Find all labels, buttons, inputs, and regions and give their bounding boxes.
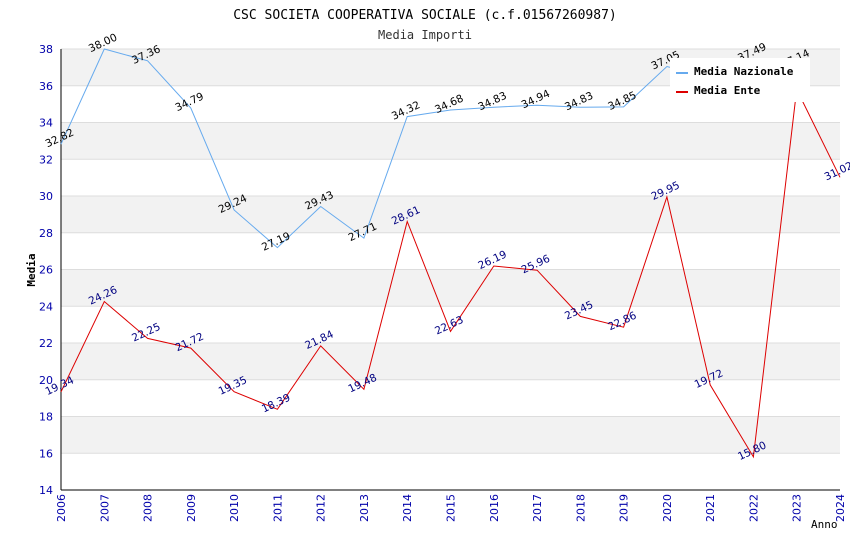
data-label-ente: 31.02 <box>823 160 850 184</box>
x-tick-label: 2011 <box>271 494 284 522</box>
x-tick-label: 2023 <box>791 494 804 522</box>
data-label-ente: 18.39 <box>260 392 292 416</box>
y-tick-label: 34 <box>39 117 53 130</box>
y-tick-label: 26 <box>39 264 53 277</box>
grid-band <box>61 269 840 307</box>
series-line-media-ente <box>60 87 841 459</box>
data-label-ente: 22.63 <box>433 314 465 338</box>
data-label-nazionale: 27.19 <box>260 230 292 254</box>
y-tick-labels: 14 16 18 20 22 24 26 28 30 32 34 36 38 <box>39 43 53 497</box>
legend-label-ente: Media Ente <box>694 84 761 97</box>
chart-subtitle: Media Importi <box>378 28 472 42</box>
y-tick-label: 18 <box>39 411 53 424</box>
x-tick-label: 2013 <box>358 494 371 522</box>
x-tick-label: 2007 <box>98 494 111 522</box>
y-tick-label: 16 <box>39 447 53 460</box>
x-tick-label: 2014 <box>401 494 414 522</box>
x-tick-label: 2018 <box>574 494 587 522</box>
y-tick-label: 14 <box>39 484 53 497</box>
y-axis-label: Media <box>25 253 38 286</box>
x-tick-label: 2006 <box>55 494 68 522</box>
x-tick-label: 2010 <box>228 494 241 522</box>
data-label-ente: 22.86 <box>606 310 639 334</box>
grid-band <box>61 343 840 380</box>
x-tick-label: 2019 <box>618 494 631 522</box>
data-label-nazionale: 34.83 <box>476 90 508 114</box>
data-label-nazionale: 34.85 <box>606 89 638 113</box>
y-tick-label: 32 <box>39 153 53 166</box>
grid-band <box>61 196 840 233</box>
legend: Media Nazionale Media Ente <box>670 58 810 102</box>
grid-band <box>61 416 840 454</box>
x-tick-label: 2017 <box>531 494 544 522</box>
x-axis-label: Anno <box>811 518 838 531</box>
x-tick-label: 2008 <box>142 494 155 522</box>
legend-label-nazionale: Media Nazionale <box>694 65 794 78</box>
x-tick-label: 2016 <box>488 494 501 522</box>
x-tick-label: 2020 <box>661 494 674 522</box>
data-label-nazionale: 34.68 <box>433 92 465 116</box>
x-tick-label: 2024 <box>834 494 847 522</box>
x-tick-labels: 2006 2007 2008 2009 2010 2011 2012 2013 2014 2015… <box>55 494 847 522</box>
y-tick-label: 36 <box>39 80 53 93</box>
x-tick-label: 2022 <box>747 494 760 522</box>
y-tick-label: 24 <box>39 300 53 313</box>
x-tick-label: 2021 <box>704 494 717 522</box>
y-tick-label: 38 <box>39 43 53 56</box>
y-tick-label: 28 <box>39 227 53 240</box>
chart-title: CSC SOCIETA COOPERATIVA SOCIALE (c.f.015… <box>233 8 617 23</box>
legend-box <box>670 58 810 102</box>
y-tick-label: 22 <box>39 337 53 350</box>
data-label-nazionale: 34.83 <box>563 90 595 114</box>
x-tick-label: 2012 <box>315 494 328 522</box>
y-tick-label: 30 <box>39 190 53 203</box>
data-label-nazionale: 34.94 <box>520 88 553 112</box>
x-tick-label: 2015 <box>445 494 458 522</box>
x-tick-label: 2009 <box>185 494 198 522</box>
y-tick-label: 20 <box>39 374 53 387</box>
grid-band <box>61 122 840 160</box>
axes <box>60 49 840 491</box>
